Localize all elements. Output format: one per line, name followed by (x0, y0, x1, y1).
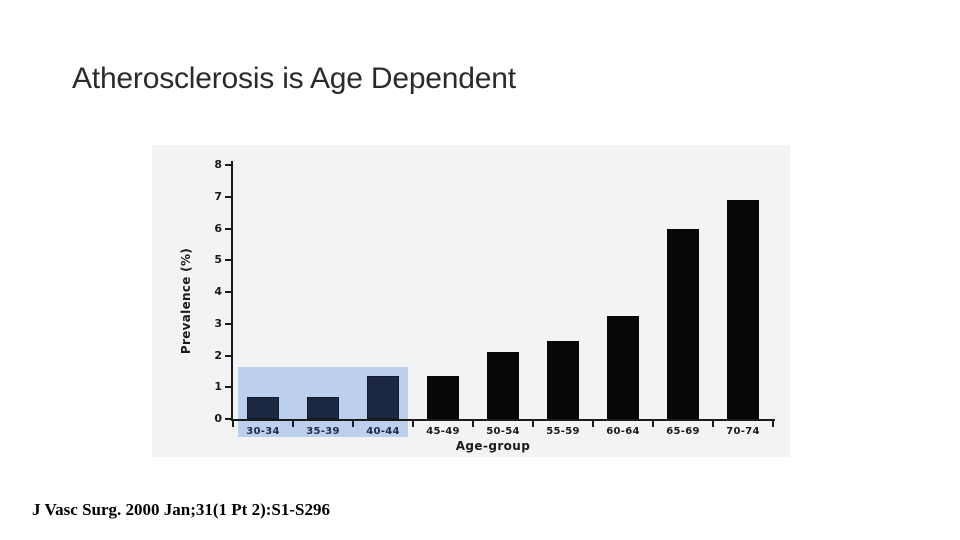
y-tick-1 (225, 386, 231, 389)
x-tick-9 (772, 421, 774, 427)
bar-55-59 (547, 341, 579, 419)
x-label-40-44: 40-44 (366, 426, 400, 437)
bar-70-74 (727, 199, 759, 419)
y-tick-6 (225, 227, 231, 230)
y-tick-label-0: 0 (214, 412, 222, 425)
y-axis-title: Prevalence (%) (179, 247, 193, 355)
y-tick-label-7: 7 (214, 189, 222, 203)
y-tick-2 (225, 354, 231, 357)
y-tick-label-1: 1 (214, 380, 222, 394)
bar-45-49 (427, 376, 459, 419)
y-tick-label-8: 8 (214, 158, 222, 171)
citation: J Vasc Surg. 2000 Jan;31(1 Pt 2):S1-S296 (32, 500, 330, 519)
x-tick-1 (292, 421, 294, 427)
bar-50-54 (487, 352, 519, 419)
y-tick-4 (225, 291, 231, 293)
y-tick-label-4: 4 (214, 285, 222, 298)
bar-60-64 (607, 315, 639, 419)
x-tick-8 (712, 421, 714, 427)
y-tick-3 (225, 322, 231, 325)
bar-65-69 (667, 228, 699, 419)
bar-40-44 (367, 376, 399, 419)
x-axis-line (231, 419, 775, 421)
x-tick-4 (472, 421, 474, 427)
x-tick-6 (592, 421, 594, 427)
y-tick-0 (225, 418, 231, 420)
y-tick-8 (225, 164, 231, 166)
y-tick-label-3: 3 (214, 316, 222, 330)
x-label-70-74: 70-74 (726, 426, 760, 437)
x-label-60-64: 60-64 (606, 426, 640, 437)
x-tick-2 (352, 421, 354, 427)
x-label-65-69: 65-69 (666, 426, 700, 437)
bar-30-34 (247, 396, 279, 419)
x-label-30-34: 30-34 (246, 426, 280, 437)
x-label-35-39: 35-39 (306, 426, 340, 437)
y-tick-label-6: 6 (214, 221, 222, 235)
x-axis-title: Age-group (455, 439, 531, 453)
x-label-45-49: 45-49 (426, 426, 460, 437)
y-tick-7 (225, 195, 231, 198)
bar-35-39 (307, 396, 339, 419)
slide-title: Atherosclerosis is Age Dependent (72, 62, 516, 95)
y-tick-label-2: 2 (214, 348, 222, 362)
prevalence-by-age-chart: Prevalence (%) Age-group 0 1 2 3 4 5 6 7 8 30-34 3… (152, 145, 790, 457)
y-axis-line (231, 161, 233, 421)
x-tick-3 (412, 421, 414, 427)
x-tick-5 (532, 421, 534, 427)
x-tick-0 (232, 421, 234, 427)
x-label-50-54: 50-54 (486, 426, 520, 437)
x-label-55-59: 55-59 (546, 426, 580, 437)
x-tick-7 (652, 421, 654, 427)
y-tick-5 (225, 259, 231, 262)
y-tick-label-5: 5 (214, 253, 222, 267)
